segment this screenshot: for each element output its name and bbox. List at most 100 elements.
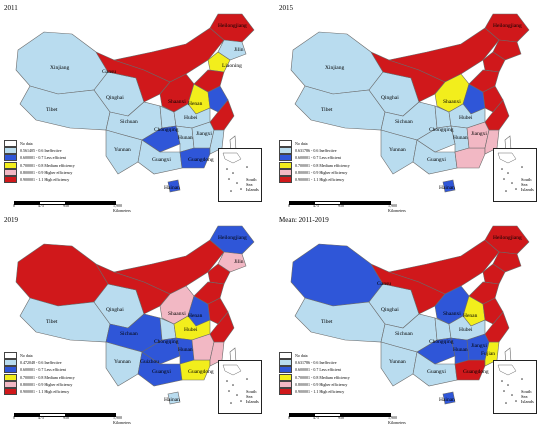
scale-bar-graphic bbox=[289, 413, 391, 417]
province-innermongolia bbox=[112, 27, 225, 83]
scale-tick-label: 475 bbox=[313, 203, 319, 208]
island-dot bbox=[521, 166, 523, 168]
south-sea-inset: South Sea Islands bbox=[218, 148, 262, 202]
legend-label: 0.600001 - 0.7 Less efficient bbox=[20, 367, 66, 373]
province-label: Hainan bbox=[164, 185, 180, 191]
province-label: Jiangxi bbox=[471, 131, 487, 137]
island-dot bbox=[236, 182, 238, 184]
scale-tick-label: 1,900 Kilometers bbox=[388, 415, 406, 425]
legend-entry: 0.561405 - 0.6 Ineffective bbox=[4, 147, 124, 155]
province-xinjiang bbox=[290, 31, 384, 95]
island-dot bbox=[226, 380, 228, 382]
scale-tick-label: 1,900 Kilometers bbox=[113, 203, 131, 213]
legend-label: 0.700001 - 0.8 Medium efficiency bbox=[20, 162, 75, 168]
map-panel: 2019 Heilongjiang Jilin Qinghai Tibet Shaanxi… bbox=[0, 212, 275, 425]
province-label: Tibet bbox=[46, 107, 58, 113]
legend-swatch bbox=[4, 140, 17, 148]
map-panel: 2015 Xinjiang Heilongjiang Tibet Qinghai Shaa… bbox=[275, 0, 550, 213]
scale-tick-label: 0 bbox=[13, 415, 15, 420]
province-label: Shaanxi bbox=[168, 311, 186, 317]
province-label: Guangdong bbox=[463, 369, 489, 375]
province-hainan bbox=[167, 391, 181, 405]
province-label: Hunan bbox=[178, 135, 193, 141]
legend-label: No data bbox=[295, 353, 308, 359]
legend-label: 0.472048 - 0.6 Ineffective bbox=[20, 360, 62, 366]
panel-title: 2019 bbox=[4, 216, 18, 224]
legend-swatch bbox=[279, 352, 292, 360]
province-label: Henan bbox=[188, 101, 203, 107]
inset-islands bbox=[497, 364, 523, 404]
province-label: Shaanxi bbox=[168, 99, 186, 105]
legend-swatch bbox=[279, 359, 292, 367]
legend-label: 0.800001 - 0.9 Higher efficiency bbox=[20, 381, 73, 387]
province-label: Hunan bbox=[453, 347, 468, 353]
island-dot bbox=[246, 378, 248, 380]
province-label: Henan bbox=[188, 313, 203, 319]
island-dot bbox=[515, 188, 517, 190]
legend: No data 0.472048 - 0.6 Ineffective 0.60000… bbox=[4, 352, 124, 396]
province-label: Liaoning bbox=[222, 63, 242, 69]
legend-label: 0.700001 - 0.8 Medium efficiency bbox=[20, 374, 75, 380]
province-jilin bbox=[217, 251, 247, 273]
scale-tick-label: 1,900 Kilometers bbox=[113, 415, 131, 425]
province-label: Tibet bbox=[321, 319, 333, 325]
province-label: Guangdong bbox=[188, 157, 214, 163]
island-dot bbox=[503, 178, 505, 180]
scale-bar-graphic bbox=[14, 201, 116, 205]
island-dot bbox=[240, 400, 242, 402]
province-label: Henan bbox=[463, 313, 478, 319]
inset-label-line: Sea bbox=[246, 182, 253, 187]
legend-swatch bbox=[4, 373, 17, 381]
legend-entry: No data bbox=[279, 352, 399, 360]
province-label: Jiangxi bbox=[196, 131, 212, 137]
legend-entry: 0.900001 - 1.1 High efficiency bbox=[4, 388, 124, 396]
legend-swatch bbox=[4, 352, 17, 360]
legend-swatch bbox=[4, 161, 17, 169]
province-guizhou bbox=[416, 337, 456, 365]
island-dot bbox=[226, 168, 228, 170]
province-label: Heilongjiang bbox=[493, 235, 522, 241]
province-label: Heilongjiang bbox=[218, 23, 247, 29]
province-label: Gansu bbox=[377, 281, 392, 287]
inset-coast bbox=[222, 364, 242, 376]
province-label: Jiangxi bbox=[471, 343, 487, 349]
legend-swatch bbox=[4, 154, 17, 162]
legend-swatch bbox=[279, 154, 292, 162]
inset-label-line: Islands bbox=[246, 187, 259, 192]
legend-label: No data bbox=[295, 141, 308, 147]
scale-bar: 0 475 950 1,900 Kilometers bbox=[13, 409, 131, 425]
legend-entry: 0.631786 - 0.6 Ineffective bbox=[279, 147, 399, 155]
legend-swatch bbox=[4, 147, 17, 155]
legend-label: 0.800001 - 0.9 Higher efficiency bbox=[20, 169, 73, 175]
legend-entry: 0.600001 - 0.7 Less efficient bbox=[279, 366, 399, 374]
panel-title: Mean: 2011-2019 bbox=[279, 216, 329, 224]
province-label: Guangxi bbox=[152, 369, 171, 375]
legend-entry: No data bbox=[279, 140, 399, 148]
province-hainan bbox=[442, 391, 456, 405]
island-dot bbox=[246, 166, 248, 168]
inset-label-line: South bbox=[246, 389, 257, 394]
province-label: Xinjiang bbox=[325, 65, 345, 71]
legend-swatch bbox=[4, 388, 17, 396]
island-dot bbox=[511, 394, 513, 396]
scale-tick-label: 950 bbox=[63, 203, 69, 208]
province-xinjiang bbox=[15, 31, 109, 95]
scale-tick-label: 950 bbox=[338, 415, 344, 420]
inset-label: South Sea Islands bbox=[521, 389, 534, 404]
legend-entry: 0.600001 - 0.7 Less efficient bbox=[4, 366, 124, 374]
province-label: Hubei bbox=[459, 115, 473, 121]
south-sea-inset: South Sea Islands bbox=[493, 148, 537, 202]
inset-label-line: Islands bbox=[246, 399, 259, 404]
province-label: Gansu bbox=[102, 69, 117, 75]
province-label: Heilongjiang bbox=[218, 235, 247, 241]
legend-entry: 0.800001 - 0.9 Higher efficiency bbox=[279, 380, 399, 388]
island-dot bbox=[228, 390, 230, 392]
legend-swatch bbox=[279, 373, 292, 381]
island-dot bbox=[511, 182, 513, 184]
inset-label: South Sea Islands bbox=[246, 389, 259, 404]
province-map bbox=[15, 13, 255, 193]
scale-bar: 0 475 950 1,900 Kilometers bbox=[288, 197, 406, 213]
province-jilin bbox=[492, 39, 522, 61]
island-dot bbox=[515, 400, 517, 402]
legend-label: 0.700001 - 0.8 Medium efficiency bbox=[295, 162, 350, 168]
